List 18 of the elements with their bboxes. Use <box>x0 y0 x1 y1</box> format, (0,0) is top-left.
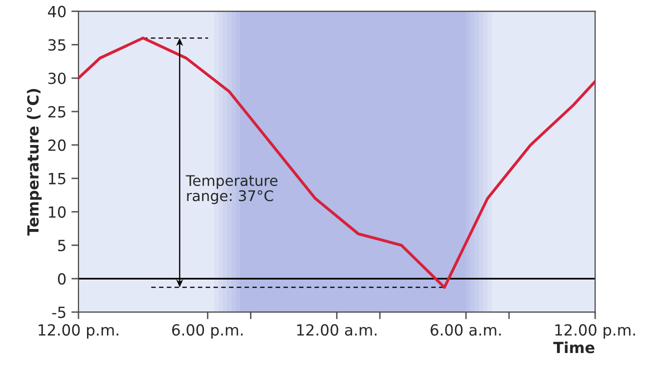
y-tick-label: 5 <box>58 240 66 252</box>
y-tick-label: -5 <box>52 306 66 318</box>
y-tick-label: 15 <box>48 173 66 184</box>
y-axis-title: Temperature (°C) <box>26 88 42 236</box>
x-axis-title: Time <box>553 341 594 354</box>
x-tick-label: 6.00 p.m. <box>172 324 243 339</box>
y-tick-label: 30 <box>48 72 66 84</box>
x-tick-label: 12.00 a.m. <box>297 324 376 336</box>
x-tick-label: 12.00 p.m. <box>555 324 635 339</box>
y-tick-label: 40 <box>48 6 66 18</box>
y-tick-label: 20 <box>48 139 66 151</box>
x-tick-label: 6.00 a.m. <box>430 324 501 336</box>
y-tick-label: 10 <box>48 206 66 218</box>
annotation: Temperature range: 37°C <box>186 175 278 204</box>
y-tick-label: 35 <box>48 39 66 51</box>
y-tick-label: 0 <box>58 273 66 285</box>
x-tick-label: 12.00 p.m. <box>38 324 118 339</box>
y-tick-label: 25 <box>48 106 66 118</box>
